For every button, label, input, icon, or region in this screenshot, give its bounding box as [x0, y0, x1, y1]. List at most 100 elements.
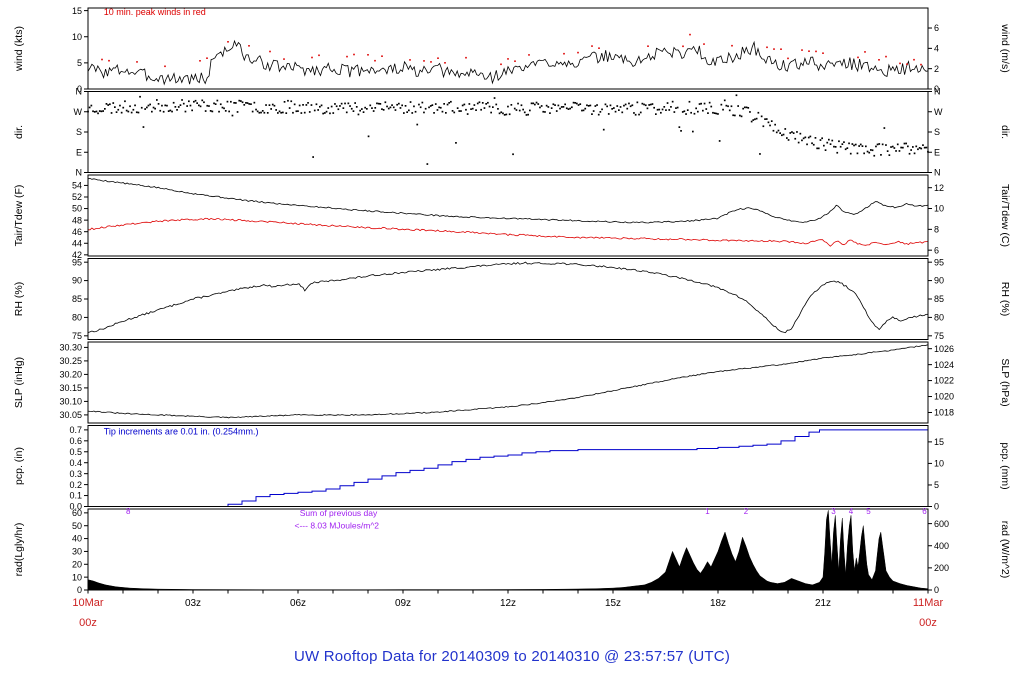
- panel-slp: 30.0530.1030.1530.2030.2530.301018102010…: [13, 341, 1011, 424]
- svg-text:85: 85: [72, 294, 82, 304]
- svg-text:10: 10: [934, 459, 944, 469]
- panel-wind-border: [87, 7, 929, 90]
- panel-wind-left-axis: 0 5 10 15: [72, 6, 88, 94]
- svg-text:46: 46: [72, 227, 82, 237]
- svg-text:1026: 1026: [934, 344, 954, 354]
- panel-rh: 75 80 85 90 95 75 80 85 90 95 RH (%) RH (%): [13, 257, 1011, 341]
- panel-slp-left-axis: 30.05 30.10 30.15 30.20 30.25 30.30: [59, 343, 88, 420]
- svg-text:6: 6: [934, 23, 939, 33]
- series-sea-level-pressure: [87, 344, 929, 419]
- svg-text:200: 200: [934, 563, 949, 573]
- svg-text:0: 0: [77, 585, 82, 595]
- panel-radiation-border: [87, 508, 929, 591]
- svg-text:0.0: 0.0: [69, 502, 82, 512]
- svg-text:20: 20: [72, 559, 82, 569]
- panel-temperature-border: [87, 174, 929, 257]
- x-tick-label: 21z: [815, 598, 831, 609]
- svg-text:75: 75: [934, 331, 944, 341]
- svg-text:E: E: [934, 147, 940, 157]
- svg-text:30.30: 30.30: [59, 343, 82, 353]
- panel-precip-right-axis: 0 5 10 15: [928, 437, 944, 512]
- svg-text:40: 40: [72, 534, 82, 544]
- panel-rh-right-title: RH (%): [999, 282, 1011, 316]
- panel-temperature-right-axis: 6 8 10 12: [928, 183, 944, 255]
- panel-radiation-left-title: rad(Lgly/hr): [13, 523, 25, 577]
- svg-text:75: 75: [72, 331, 82, 341]
- svg-text:90: 90: [72, 276, 82, 286]
- svg-text:10: 10: [72, 572, 82, 582]
- svg-text:10: 10: [72, 32, 82, 42]
- panel-rh-left-axis: 75 80 85 90 95: [72, 257, 88, 341]
- svg-text:52: 52: [72, 192, 82, 202]
- svg-text:N: N: [934, 168, 941, 178]
- svg-text:15: 15: [72, 6, 82, 16]
- svg-text:0.4: 0.4: [69, 458, 82, 468]
- svg-text:8: 8: [934, 224, 939, 234]
- panel-precip-left-title: pcp. (in): [13, 447, 25, 485]
- svg-text:2: 2: [934, 64, 939, 74]
- svg-text:50: 50: [72, 204, 82, 214]
- panel-slp-border: [87, 341, 929, 424]
- svg-text:1022: 1022: [934, 376, 954, 386]
- annotation-radiation: Sum of previous day: [300, 508, 378, 518]
- x-start-hour: 00z: [79, 617, 97, 629]
- series-solar-radiation: [87, 510, 929, 591]
- series-tair: [87, 177, 929, 224]
- svg-text:80: 80: [72, 313, 82, 323]
- x-end-date: 11Mar: [913, 597, 944, 609]
- panel-wind: 0 5 10 15 0 2 4 6 wind (kts) wind (m/s) 10 min. pe…: [13, 6, 1011, 94]
- svg-text:95: 95: [934, 257, 944, 267]
- x-end-hour: 00z: [919, 617, 937, 629]
- panel-rh-right-axis: 75 80 85 90 95: [928, 257, 944, 341]
- svg-text:85: 85: [934, 294, 944, 304]
- svg-text:W: W: [74, 107, 83, 117]
- svg-text:W: W: [934, 107, 943, 117]
- annotation-radiation: 2: [744, 507, 749, 516]
- svg-text:5: 5: [934, 480, 939, 490]
- svg-text:80: 80: [934, 313, 944, 323]
- series-cumulative-precip: [88, 429, 928, 507]
- svg-text:0: 0: [934, 502, 939, 512]
- x-tick-label: 06z: [290, 598, 306, 609]
- svg-text:0.2: 0.2: [69, 480, 82, 490]
- panel-temperature-right-title: Tair/Tdew (C): [999, 184, 1011, 247]
- panel-slp-left-title: SLP (inHg): [13, 357, 25, 408]
- svg-text:N: N: [934, 87, 941, 97]
- series-wind-speed: [87, 39, 929, 86]
- svg-text:15: 15: [934, 437, 944, 447]
- svg-text:48: 48: [72, 215, 82, 225]
- panel-precip-right-title: pcp. (mm): [999, 442, 1011, 489]
- panel-wind-right-axis: 0 2 4 6: [928, 23, 939, 94]
- svg-text:30.05: 30.05: [59, 410, 82, 420]
- svg-text:12: 12: [934, 183, 944, 193]
- series-tdew: [88, 217, 928, 247]
- annotation-radiation: <--- 8.03 MJoules/m^2: [295, 520, 380, 530]
- panel-rh-left-title: RH (%): [13, 282, 25, 316]
- svg-text:0: 0: [77, 84, 82, 94]
- svg-text:0: 0: [934, 585, 939, 595]
- x-tick-label: 09z: [395, 598, 411, 609]
- svg-text:60: 60: [72, 508, 82, 518]
- panel-precip: 0.00.10.20.30.40.50.60.7 0 5 10 15 pcp. (in) p…: [13, 425, 1011, 512]
- annotation-radiation: 6: [922, 507, 927, 516]
- panel-radiation-right-title: rad (W/m^2): [999, 521, 1011, 578]
- svg-text:1020: 1020: [934, 392, 954, 402]
- svg-text:6: 6: [934, 245, 939, 255]
- x-tick-label: 12z: [500, 598, 516, 609]
- panel-temperature-left-title: Tair/Tdew (F): [13, 185, 25, 247]
- svg-text:0.7: 0.7: [69, 425, 82, 435]
- svg-text:4: 4: [934, 43, 939, 53]
- svg-text:42: 42: [72, 250, 82, 260]
- svg-text:E: E: [76, 147, 82, 157]
- annotation-radiation: 1: [705, 507, 710, 516]
- svg-text:0.5: 0.5: [69, 447, 82, 457]
- series-relative-humidity: [87, 261, 929, 334]
- x-tick-label: 03z: [185, 598, 201, 609]
- x-start-date: 10Mar: [72, 597, 104, 609]
- x-tick-label: 18z: [710, 598, 726, 609]
